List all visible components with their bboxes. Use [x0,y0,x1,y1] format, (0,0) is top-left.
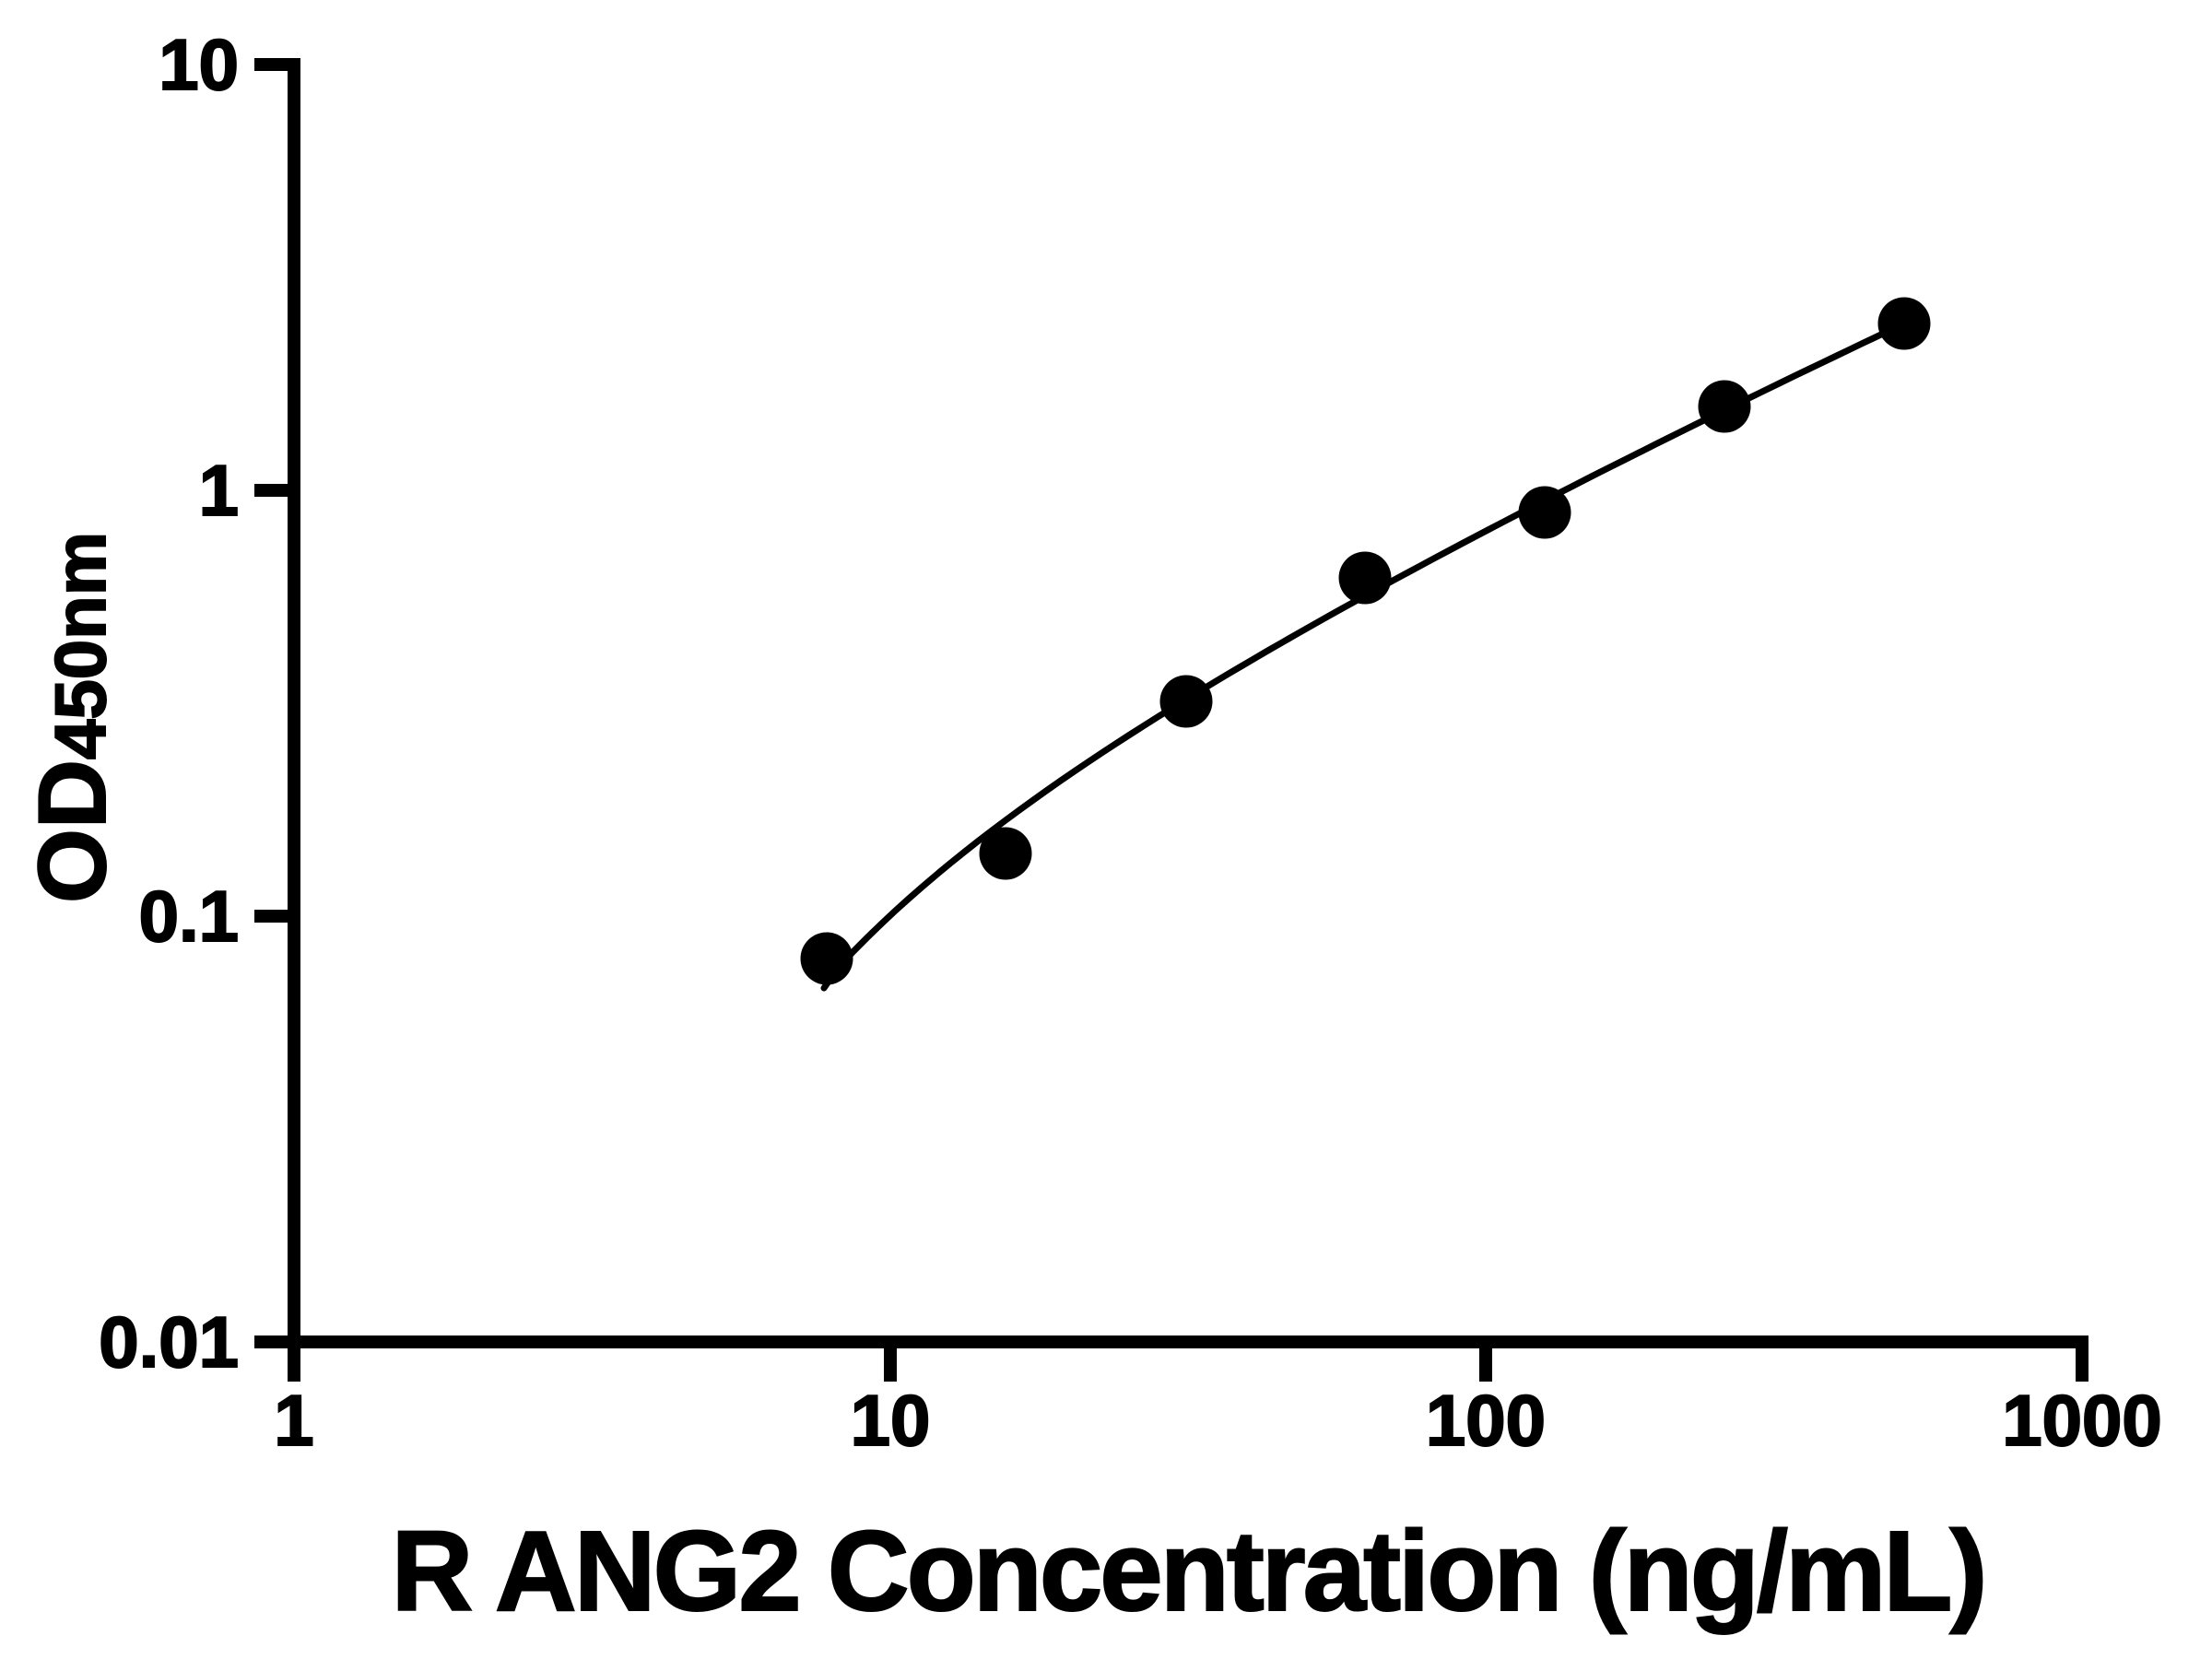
svg-text:1000: 1000 [2002,1380,2162,1461]
svg-text:OD450nm: OD450nm [19,532,126,903]
svg-text:1: 1 [199,450,239,531]
svg-text:10: 10 [159,24,239,105]
svg-text:R ANG2 Concentration (ng/mL): R ANG2 Concentration (ng/mL) [391,1509,1984,1635]
svg-text:0.01: 0.01 [99,1301,239,1382]
svg-text:0.1: 0.1 [139,876,239,957]
svg-text:10: 10 [851,1380,931,1461]
svg-text:1: 1 [274,1380,313,1461]
svg-text:100: 100 [1426,1380,1546,1461]
